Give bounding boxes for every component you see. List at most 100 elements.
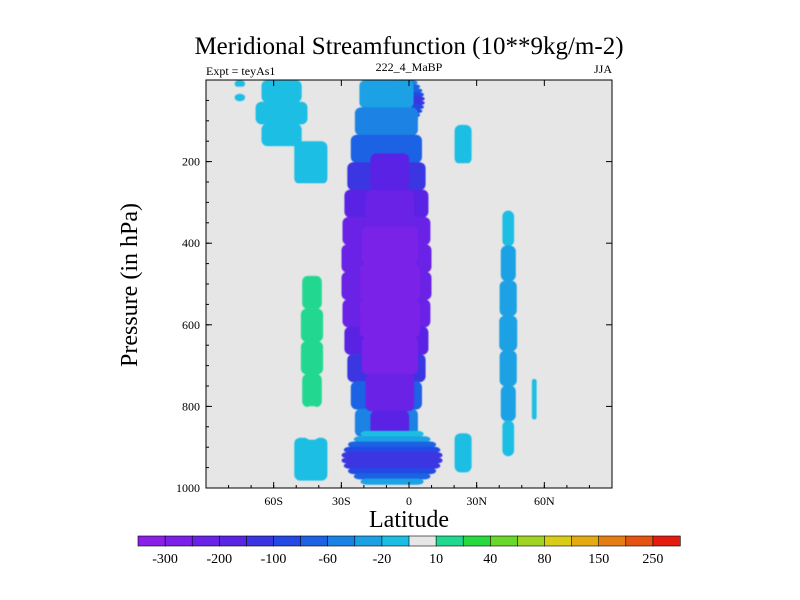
contour-band (354, 107, 418, 136)
contour-band (261, 80, 302, 103)
colorbar-label: 150 (588, 552, 609, 567)
contour-cell-pcell-40S-outer (285, 141, 337, 481)
contour-band (450, 317, 477, 357)
x-tick-label: 60S (264, 494, 283, 508)
contour-band (360, 478, 424, 485)
contour-band (502, 210, 515, 247)
y-axis-label: Pressure (in hPa) (117, 203, 143, 367)
contour-band (304, 243, 320, 277)
colorbar-swatch (219, 535, 248, 547)
contour-cell-pcell-40S-inner (300, 243, 324, 440)
contour-cell-pcell-25N (449, 124, 477, 473)
x-axis-label: Latitude (369, 507, 449, 533)
colorbar-swatch (571, 535, 600, 547)
y-tick-label: 800 (182, 399, 200, 413)
colorbar-swatch (354, 535, 383, 547)
contour-fill-group (233, 80, 538, 485)
run-label: 222_4_MaBP (376, 60, 443, 74)
colorbar-swatch (381, 535, 410, 547)
colorbar-swatch (462, 535, 491, 547)
y-tick-label: 200 (182, 155, 200, 169)
colorbar-swatch (191, 535, 220, 547)
contour-band (255, 101, 308, 125)
colorbar-label: 10 (429, 552, 443, 567)
colorbar: -300 -200 -100 -60 -20 10 40 80 150 250 (137, 535, 681, 567)
colorbar-swatch (408, 535, 437, 547)
contour-band (531, 258, 538, 300)
y-axis: 200 400 600 800 1000 (176, 79, 612, 495)
contour-band (361, 226, 418, 265)
contour-band (234, 80, 246, 88)
colorbar-swatch (327, 535, 356, 547)
contour-band (341, 452, 443, 459)
contour-band (341, 457, 443, 464)
colorbar-label: -20 (373, 552, 392, 567)
colorbar-swatch (137, 535, 166, 547)
colorbar-label: 80 (538, 552, 552, 567)
colorbar-swatch (246, 535, 275, 547)
contour-band (359, 80, 414, 109)
contour-band (234, 93, 246, 102)
colorbar-label: 250 (642, 552, 663, 567)
y-tick-label: 600 (182, 318, 200, 332)
contour-band (353, 436, 431, 443)
contour-band (261, 123, 302, 147)
colorbar-swatch (164, 535, 193, 547)
contour-band (499, 350, 517, 387)
contour-band (450, 240, 477, 280)
contour-band (343, 462, 441, 469)
colorbar-swatch (598, 535, 627, 547)
contour-band (290, 183, 332, 227)
contour-band (500, 385, 516, 422)
colorbar-label: -100 (261, 552, 287, 567)
contour-band (499, 315, 518, 352)
contour-band (353, 473, 431, 480)
contour-band (302, 373, 322, 408)
contour-band (530, 298, 538, 340)
x-tick-label: 0 (406, 494, 412, 508)
colorbar-swatch (544, 535, 573, 547)
x-tick-label: 30N (466, 494, 487, 508)
colorbar-label: -200 (206, 552, 232, 567)
contour-band (360, 430, 424, 437)
contour-band (294, 141, 328, 185)
colorbar-swatch (300, 535, 329, 547)
contour-band (343, 446, 441, 453)
contour-band (359, 263, 420, 302)
contour-band (233, 86, 247, 95)
contour-band (348, 468, 437, 475)
contour-band (454, 433, 472, 473)
contour-band (365, 190, 415, 228)
contour-band (454, 124, 472, 165)
contour-band (531, 338, 538, 380)
colorbar-swatch (652, 535, 681, 547)
contour-band (365, 373, 415, 412)
contour-band (531, 218, 537, 260)
contour-band (452, 394, 474, 434)
contour-band (499, 280, 517, 317)
colorbar-swatch (273, 535, 302, 547)
contour-band (370, 153, 410, 191)
colorbar-swatch (435, 535, 464, 547)
colorbar-label: 40 (483, 552, 497, 567)
contour-band (531, 378, 537, 420)
contour-band (449, 279, 477, 319)
colorbar-label: -60 (318, 552, 337, 567)
contour-cell-ncell-30-2 (359, 153, 420, 448)
colorbar-swatch (517, 535, 546, 547)
season-label: JJA (594, 62, 612, 76)
contour-band (348, 441, 437, 448)
contour-band (451, 201, 476, 242)
colorbar-label: -300 (152, 552, 178, 567)
colorbar-swatch (625, 535, 654, 547)
contour-cell-ncell-30-3 (341, 430, 443, 485)
contour-cell-pcell-60S-upper (255, 80, 308, 147)
contour-band (361, 337, 418, 375)
contour-band (451, 356, 476, 396)
contour-cell-pcell-55N (530, 218, 538, 420)
contour-band (502, 420, 515, 457)
contour-band (304, 406, 320, 440)
contour-band (500, 245, 516, 282)
contour-band (302, 275, 322, 310)
